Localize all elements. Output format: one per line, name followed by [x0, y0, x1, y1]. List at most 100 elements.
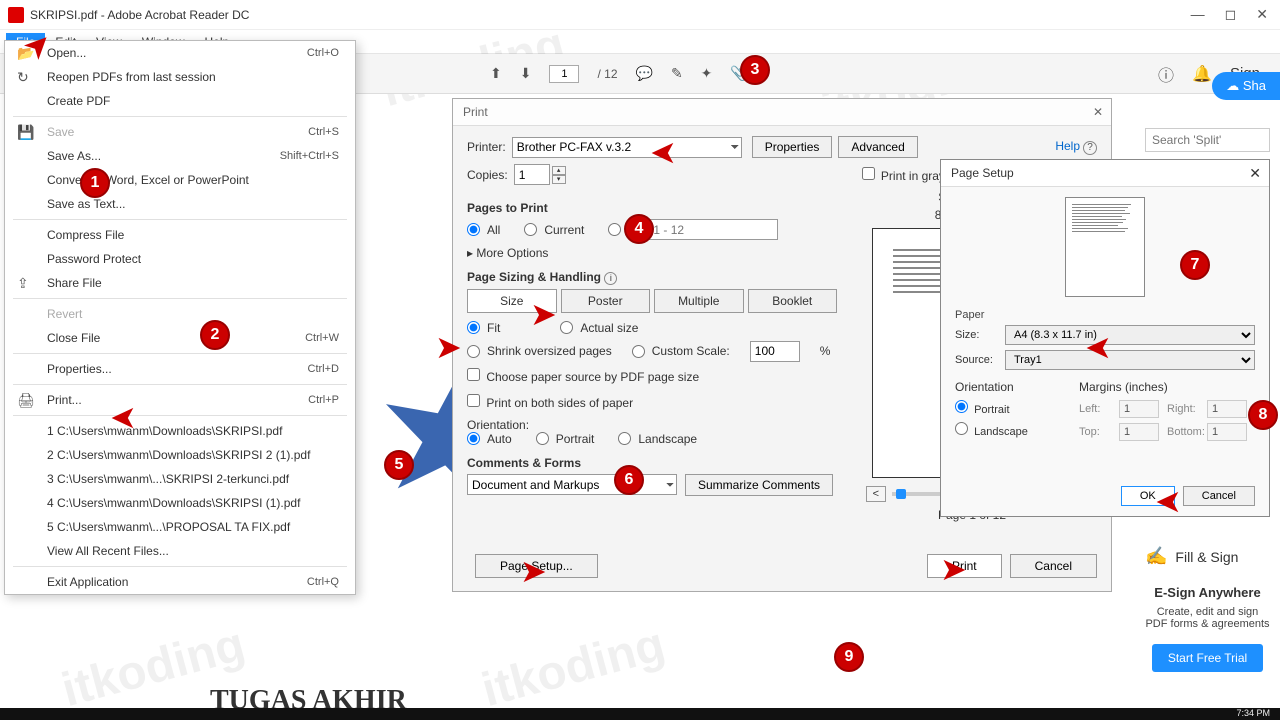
annotation-8: 8 — [1248, 400, 1278, 430]
menu-savetext[interactable]: Save as Text... — [5, 192, 355, 216]
menu-recent-1[interactable]: 1 C:\Users\mwanm\Downloads\SKRIPSI.pdf — [5, 419, 355, 443]
preview-prev[interactable]: < — [866, 486, 886, 502]
sizing-header: Page Sizing & Handling i — [467, 270, 837, 285]
down-arrow-icon[interactable]: ⬇ — [520, 65, 532, 82]
radio-range[interactable] — [608, 223, 624, 236]
ps-landscape[interactable]: Landscape — [955, 422, 1059, 438]
maximize-icon[interactable]: ◻ — [1225, 6, 1237, 23]
tab-multiple[interactable]: Multiple — [654, 289, 744, 313]
menu-recent-5[interactable]: 5 C:\Users\mwanm\...\PROPOSAL TA FIX.pdf — [5, 515, 355, 539]
esign-subtext: Create, edit and sign PDF forms & agreem… — [1145, 606, 1270, 630]
menu-save: 💾SaveCtrl+S — [5, 120, 355, 144]
menu-share[interactable]: ⇪Share File — [5, 271, 355, 295]
signature-icon: ✍ — [1145, 546, 1167, 567]
margin-right[interactable] — [1207, 400, 1247, 418]
radio-fit[interactable]: Fit — [467, 321, 500, 335]
choose-source-checkbox[interactable]: Choose paper source by PDF page size — [467, 368, 837, 384]
radio-shrink[interactable]: Shrink oversized pages — [467, 344, 612, 358]
bell-icon[interactable]: 🔔 — [1192, 64, 1212, 84]
share-button[interactable]: ☁ Sha — [1212, 72, 1280, 100]
pagesetup-close-icon[interactable]: ✕ — [1249, 165, 1261, 182]
copies-input[interactable] — [514, 164, 550, 185]
pagesetup-cancel[interactable]: Cancel — [1183, 486, 1255, 506]
taskbar-time: 7:34 PM — [1236, 708, 1270, 718]
comments-select[interactable]: Document and Markups — [467, 474, 677, 495]
summarize-button[interactable]: Summarize Comments — [685, 474, 833, 496]
range-input[interactable] — [648, 219, 778, 240]
margin-bottom[interactable] — [1207, 423, 1247, 441]
close-icon[interactable]: ✕ — [1256, 6, 1268, 23]
annotation-2: 2 — [200, 320, 230, 350]
page-input[interactable] — [549, 65, 579, 83]
margin-left[interactable] — [1119, 400, 1159, 418]
radio-landscape[interactable]: Landscape — [618, 432, 697, 446]
radio-actual[interactable]: Actual size — [560, 321, 638, 335]
menu-password[interactable]: Password Protect — [5, 247, 355, 271]
comment-icon[interactable]: 💬 — [636, 65, 653, 82]
menu-open[interactable]: 📂Open...Ctrl+O — [5, 41, 355, 65]
menu-recent-4[interactable]: 4 C:\Users\mwanm\Downloads\SKRIPSI (1).p… — [5, 491, 355, 515]
ps-portrait[interactable]: Portrait — [955, 400, 1059, 416]
arrow-3: ➤ — [650, 135, 677, 173]
menu-properties[interactable]: Properties...Ctrl+D — [5, 357, 355, 381]
menu-reopen[interactable]: ↻Reopen PDFs from last session — [5, 65, 355, 89]
menu-close[interactable]: Close FileCtrl+W — [5, 326, 355, 350]
source-select[interactable]: Tray1 — [1005, 350, 1255, 370]
trial-button[interactable]: Start Free Trial — [1152, 644, 1263, 672]
help-icon[interactable]: ⓘ — [1158, 62, 1174, 86]
radio-auto[interactable]: Auto — [467, 432, 512, 446]
menu-compress[interactable]: Compress File — [5, 223, 355, 247]
menu-create[interactable]: Create PDF — [5, 89, 355, 113]
menu-revert: Revert — [5, 302, 355, 326]
printer-select[interactable]: Brother PC-FAX v.3.2 — [512, 137, 742, 158]
up-arrow-icon[interactable]: ⬆ — [490, 65, 502, 82]
annotation-3: 3 — [740, 55, 770, 85]
menu-recent-3[interactable]: 3 C:\Users\mwanm\...\SKRIPSI 2-terkunci.… — [5, 467, 355, 491]
reopen-icon: ↻ — [17, 69, 29, 86]
search-input[interactable] — [1145, 128, 1270, 152]
arrow-8: ➤ — [1155, 484, 1182, 522]
pagesetup-preview — [1065, 197, 1145, 297]
page-total: / 12 — [597, 67, 617, 81]
menu-exit[interactable]: Exit ApplicationCtrl+Q — [5, 570, 355, 594]
annotation-4: 4 — [624, 214, 654, 244]
window-title: SKRIPSI.pdf - Adobe Acrobat Reader DC — [30, 8, 1191, 22]
annotation-5: 5 — [384, 450, 414, 480]
menu-convert[interactable]: Convert to Word, Excel or PowerPoint — [5, 168, 355, 192]
share-icon: ⇪ — [17, 275, 29, 292]
print-close-icon[interactable]: ✕ — [1093, 105, 1103, 119]
advanced-button[interactable]: Advanced — [838, 136, 917, 158]
pen-icon[interactable]: ✎ — [671, 65, 683, 82]
radio-all[interactable]: All — [467, 223, 500, 237]
stamp-icon[interactable]: ✦ — [701, 65, 713, 82]
arrow-9: ➤ — [940, 550, 967, 588]
radio-current[interactable]: Current — [524, 223, 584, 237]
radio-custom[interactable]: Custom Scale: — [632, 344, 730, 358]
copies-label: Copies: — [467, 168, 508, 182]
more-options[interactable]: ▸ More Options — [467, 246, 837, 260]
menu-print[interactable]: 🖨Print...Ctrl+P — [5, 388, 355, 412]
custom-scale-input[interactable] — [750, 341, 800, 362]
size-label: Size: — [955, 329, 1005, 341]
printer-label: Printer: — [467, 140, 506, 154]
copies-down[interactable]: ▾ — [552, 175, 566, 184]
orientation-group: Orientation — [955, 380, 1059, 394]
tab-poster[interactable]: Poster — [561, 289, 651, 313]
properties-button[interactable]: Properties — [752, 136, 833, 158]
both-sides-checkbox[interactable]: Print on both sides of paper — [467, 394, 837, 410]
menu-viewall[interactable]: View All Recent Files... — [5, 539, 355, 563]
menu-recent-2[interactable]: 2 C:\Users\mwanm\Downloads\SKRIPSI 2 (1)… — [5, 443, 355, 467]
print-cancel-button[interactable]: Cancel — [1010, 554, 1097, 578]
radio-portrait[interactable]: Portrait — [536, 432, 595, 446]
tab-booklet[interactable]: Booklet — [748, 289, 838, 313]
margin-top[interactable] — [1119, 423, 1159, 441]
copies-up[interactable]: ▴ — [552, 166, 566, 175]
source-label: Source: — [955, 354, 1005, 366]
menu-saveas[interactable]: Save As...Shift+Ctrl+S — [5, 144, 355, 168]
arrow-5a: ➤ — [435, 328, 462, 366]
size-select[interactable]: A4 (8.3 x 11.7 in) — [1005, 325, 1255, 345]
fill-sign-tool[interactable]: ✍ Fill & Sign — [1145, 546, 1270, 567]
minimize-icon[interactable]: — — [1191, 6, 1205, 23]
help-link[interactable]: Help? — [1055, 139, 1097, 155]
annotation-7: 7 — [1180, 250, 1210, 280]
